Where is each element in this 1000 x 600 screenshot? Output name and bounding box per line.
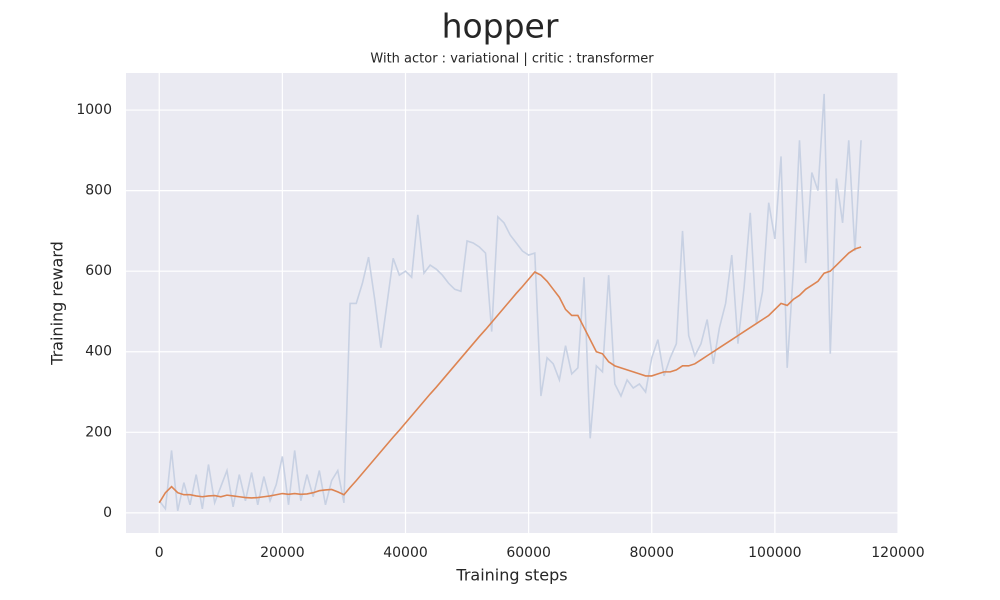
x-tick-label: 120000 xyxy=(871,545,924,561)
chart-subtitle: With actor : variational | critic : tran… xyxy=(370,52,654,67)
x-axis-label: Training steps xyxy=(455,566,567,585)
series-line xyxy=(158,246,862,504)
x-tick-label: 0 xyxy=(155,545,164,561)
x-tick-label: 60000 xyxy=(506,545,551,561)
chart-title: hopper xyxy=(442,7,559,46)
x-tick-label: 40000 xyxy=(383,545,428,561)
plot-area xyxy=(126,73,898,533)
y-tick-label: 400 xyxy=(85,344,112,360)
y-axis-label: Training reward xyxy=(48,241,67,366)
y-tick-label: 0 xyxy=(103,505,112,521)
x-tick-label: 20000 xyxy=(260,545,305,561)
series-line xyxy=(158,93,862,512)
x-tick-label: 80000 xyxy=(629,545,674,561)
y-tick-label: 200 xyxy=(85,424,112,440)
x-tick-label: 100000 xyxy=(748,545,801,561)
y-tick-label: 800 xyxy=(85,183,112,199)
y-tick-label: 1000 xyxy=(76,102,112,118)
y-tick-label: 600 xyxy=(85,263,112,279)
